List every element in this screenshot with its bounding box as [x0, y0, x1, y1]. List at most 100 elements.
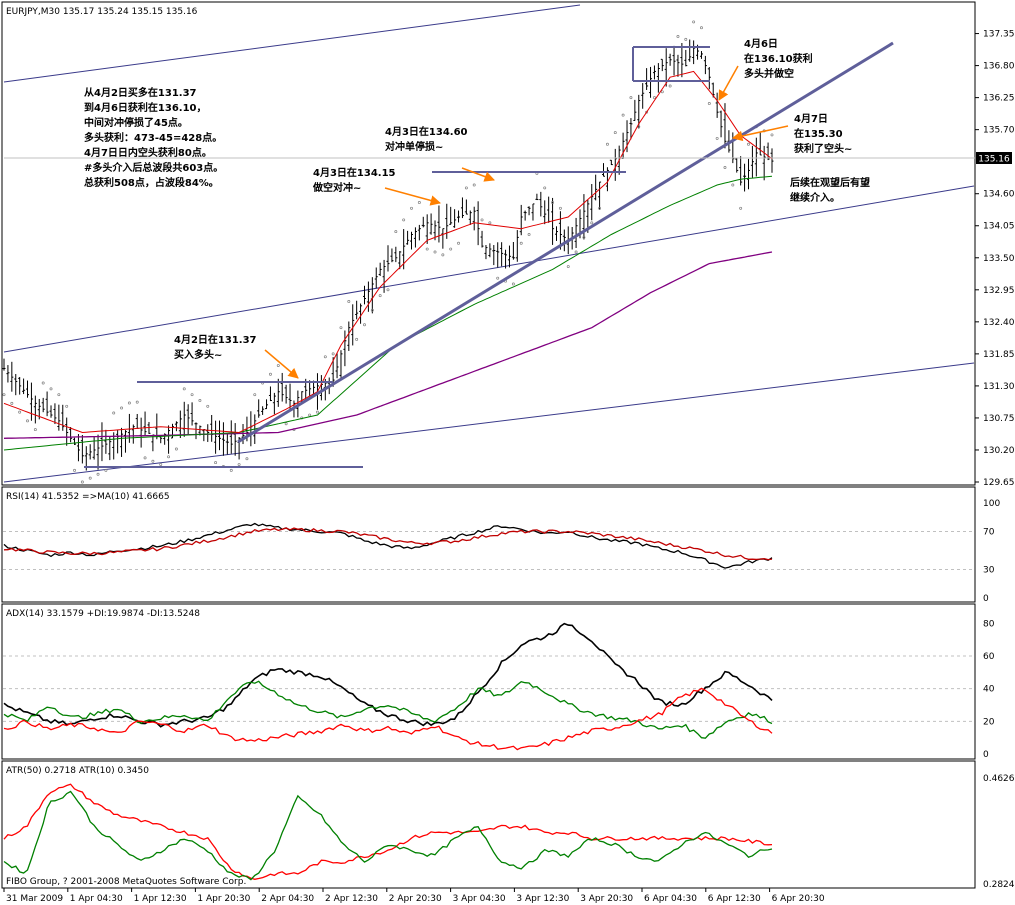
price-tick-label: 136.80 — [983, 62, 1015, 72]
annotation-texts: 从4月2日买多在131.37 到4月6日获利在136.10， 中间对冲停损了45… — [84, 38, 873, 361]
atr-panel[interactable] — [1, 760, 976, 889]
sar-dot — [668, 84, 672, 88]
candlestick-series — [2, 39, 774, 471]
indicator-tick-label: 20 — [983, 717, 995, 727]
time-tick-label: 1 Apr 20:30 — [197, 894, 250, 904]
sar-dot — [449, 247, 453, 251]
sar-dot — [692, 20, 696, 24]
sar-dot — [120, 406, 124, 410]
sar-dot — [629, 96, 633, 100]
sar-dot — [410, 206, 413, 210]
rsi-header: RSI(14) 41.5352 =>MA(10) 41.6665 — [6, 492, 170, 502]
sar-dot — [80, 480, 84, 484]
sar-dot — [198, 399, 202, 402]
note-short-apr3-line-1: 4月3日在134.15 — [313, 166, 396, 179]
price-tick-label: 132.40 — [983, 318, 1015, 328]
sar-dot — [566, 265, 570, 268]
sar-dot — [770, 133, 774, 137]
summary-line-1: 从4月2日买多在131.37 — [84, 86, 197, 99]
sar-dot — [151, 459, 155, 463]
arrow-profit-apr6 — [718, 65, 739, 101]
time-tick-label: 6 Apr 04:30 — [644, 894, 697, 904]
note-stop-apr3: 4月3日在134.60 对冲单停损~ — [385, 125, 471, 153]
sar-dot — [206, 404, 210, 408]
sar-dot — [652, 96, 656, 100]
indicator-tick-label: 30 — [983, 566, 995, 576]
sar-dot — [214, 461, 218, 465]
channel-lines — [3, 4, 975, 483]
adx-header: ADX(14) 33.1579 +DI:19.9874 -DI:13.5248 — [6, 609, 200, 619]
sar-dot — [276, 364, 280, 367]
note-buy-apr2: 4月2日在131.37 买入多头~ — [174, 333, 260, 361]
sar-dot — [237, 463, 241, 466]
sar-dot — [167, 455, 171, 459]
sar-dot — [229, 468, 233, 472]
sar-dot — [496, 276, 500, 280]
ma-fast-line — [3, 70, 773, 434]
indicator-tick-label: 40 — [983, 685, 995, 695]
summary-line-4: 多头获利：473-45=428点。 — [84, 131, 222, 144]
summary-note: 从4月2日买多在131.37 到4月6日获利在136.10， 中间对冲停损了45… — [84, 86, 227, 189]
rsi-panel[interactable] — [1, 486, 976, 603]
sar-dot — [660, 90, 664, 94]
sar-dot — [174, 447, 178, 451]
indicator-tick-label: 0 — [983, 594, 989, 604]
sar-dot — [707, 101, 711, 105]
sar-dot — [378, 294, 382, 298]
price-tick-label: 132.95 — [983, 286, 1015, 296]
sar-dot — [700, 26, 703, 30]
time-tick-label: 3 Apr 20:30 — [580, 894, 633, 904]
sar-dot — [472, 183, 476, 187]
sar-dot — [527, 233, 531, 236]
main-panel[interactable] — [1, 1, 976, 486]
channel-mid-line — [3, 185, 975, 353]
sar-dot — [190, 393, 194, 397]
sar-dot — [26, 419, 29, 423]
sar-dot — [127, 401, 131, 405]
indicator-tick-label: 0.4626 — [983, 774, 1015, 784]
sar-dot — [441, 253, 445, 257]
sar-dot — [355, 337, 359, 341]
sar-dot — [613, 131, 617, 135]
note-profit-apr6-line-2: 在136.10获利 — [744, 52, 813, 65]
indicator-line — [3, 527, 773, 561]
sar-dot — [347, 300, 351, 303]
indicator-line — [3, 680, 773, 739]
sar-dot — [747, 142, 750, 146]
indicator-line — [3, 687, 773, 751]
sar-dot — [723, 166, 727, 169]
indicator-line — [3, 790, 773, 881]
time-tick-label: 6 Apr 12:30 — [708, 894, 761, 904]
price-tick-label: 135.70 — [983, 126, 1015, 136]
range-boxes — [84, 46, 710, 468]
time-tick-label: 2 Apr 20:30 — [389, 894, 442, 904]
channel-lower-line — [3, 362, 975, 483]
sar-dot — [519, 241, 523, 245]
sar-dot — [143, 456, 147, 460]
sar-dot — [425, 247, 429, 251]
sar-dot — [417, 201, 421, 204]
note-wait: 后续在观望后有望 继续介入。 — [790, 176, 873, 204]
indicator-guides: 100 70 30 0 80 60 40 20 0 0.4626 0.2824 — [3, 499, 1015, 890]
indicator-tick-label: 0.2824 — [983, 880, 1015, 890]
note-profit-apr7-line-1: 4月7日 — [794, 113, 828, 125]
sar-dot — [370, 308, 374, 312]
sar-dot — [402, 218, 406, 222]
annotation-arrows — [264, 65, 789, 379]
trendline — [237, 41, 894, 444]
indicator-tick-label: 70 — [983, 528, 995, 538]
arrow-buy-apr2 — [264, 349, 299, 379]
summary-line-3: 中间对冲停损了45点。 — [84, 116, 188, 129]
note-profit-apr7-line-2: 在135.30 — [794, 127, 843, 140]
sar-dot — [284, 422, 288, 426]
sar-dot — [511, 282, 515, 286]
price-tick-label: 130.20 — [983, 446, 1015, 456]
price-tick-label: 134.60 — [983, 190, 1015, 200]
arrow-profit-apr7 — [731, 125, 789, 142]
sar-dot — [18, 410, 22, 414]
sar-dot — [684, 37, 688, 41]
note-wait-line-1: 后续在观望后有望 — [790, 176, 870, 189]
note-profit-apr7: 4月7日 在135.30 获利了空头~ — [793, 113, 852, 155]
indicator-tick-label: 0 — [983, 750, 989, 760]
